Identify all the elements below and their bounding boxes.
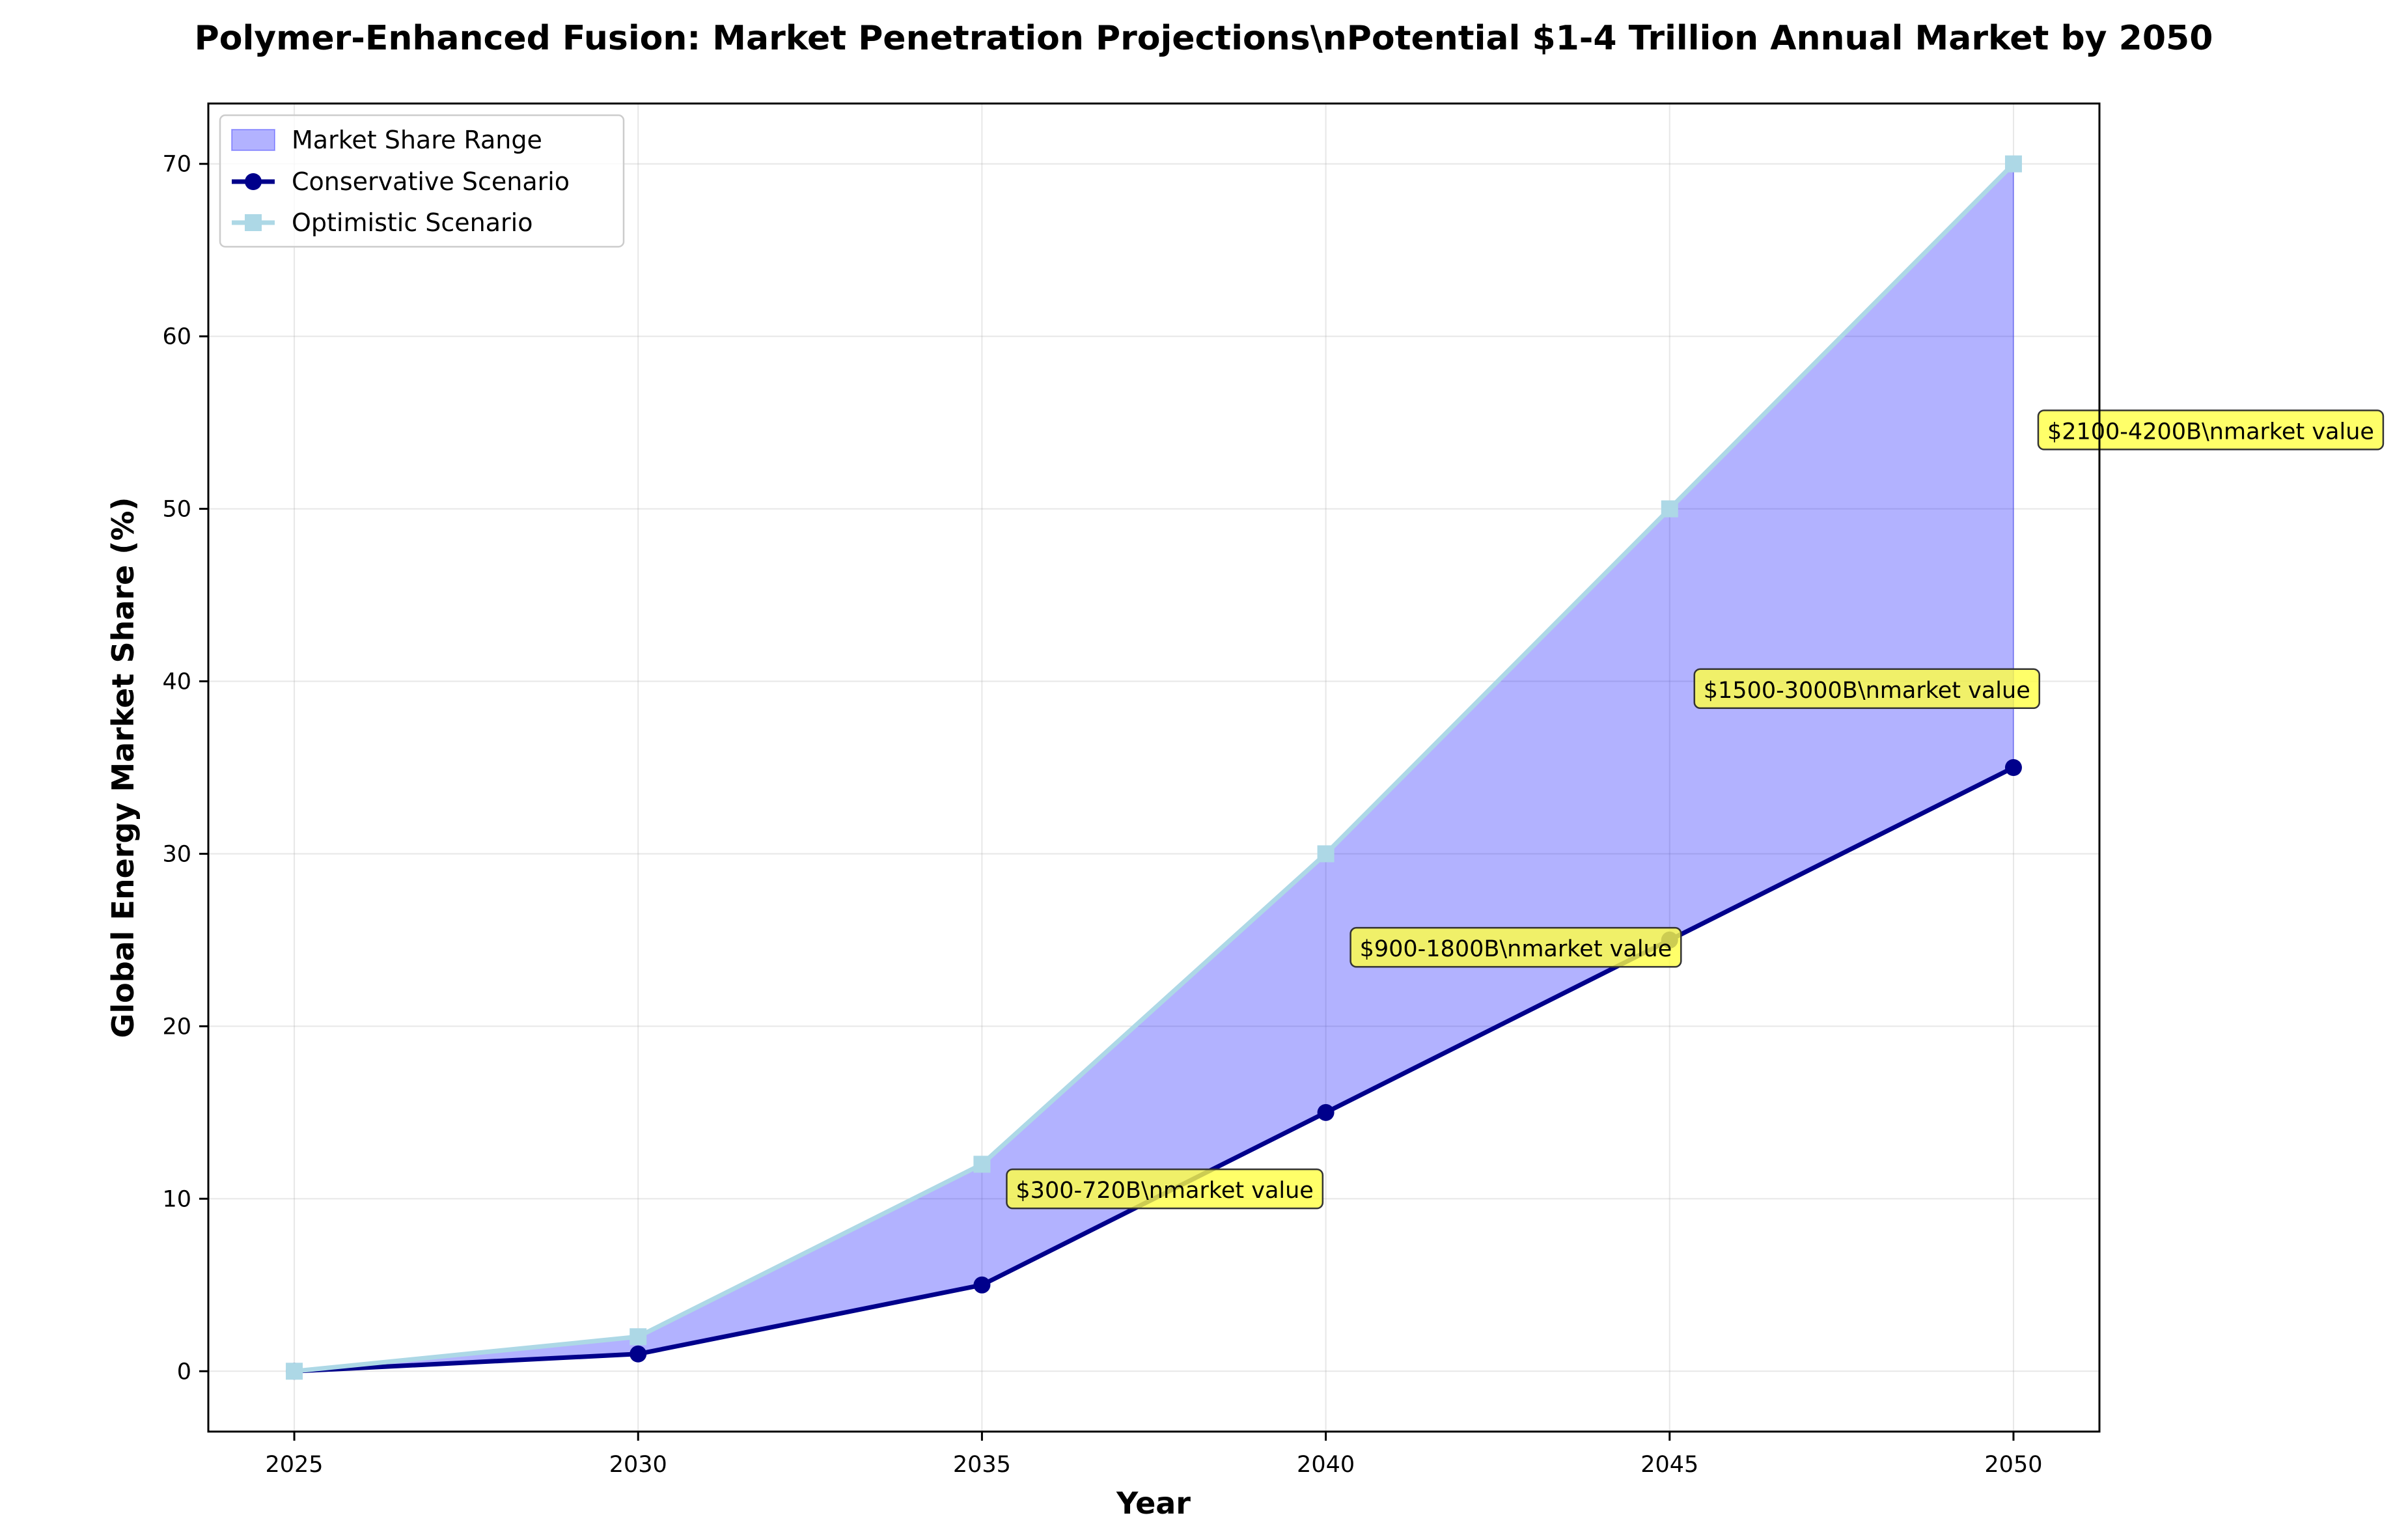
- legend-label: Conservative Scenario: [292, 167, 570, 196]
- optimistic-scenario-line: [294, 162, 2015, 1374]
- y-ticks: 0 10 20 30 40 50 60 70: [162, 152, 208, 1385]
- y-tick-label: 70: [162, 152, 191, 178]
- conservative-scenario-point: [2004, 759, 2022, 776]
- optimistic-scenario-point: [973, 1156, 991, 1173]
- legend: Market Share Range Conservative Scenario O…: [219, 114, 625, 248]
- legend-swatch-marker: [245, 173, 262, 190]
- annotation-box: $1500-3000B\nmarket value: [1693, 668, 2040, 710]
- annotation-box: $2100-4200B\nmarket value: [2037, 409, 2385, 451]
- legend-label: Optimistic Scenario: [292, 208, 533, 237]
- x-tick-label: 2040: [1297, 1452, 1355, 1478]
- conservative-scenario-point: [630, 1345, 647, 1363]
- y-tick-label: 30: [162, 841, 191, 867]
- annotation-label: $2100-4200B\nmarket value: [2047, 419, 2374, 445]
- legend-swatch-market-share-range: [231, 129, 275, 151]
- y-tick-label: 50: [162, 497, 191, 523]
- y-tick-label: 10: [162, 1186, 191, 1212]
- chart-title: Polymer-Enhanced Fusion: Market Penetrat…: [195, 19, 2213, 58]
- legend-label: Market Share Range: [292, 126, 542, 154]
- y-tick-label: 0: [177, 1359, 191, 1385]
- annotation-background: [1349, 926, 1682, 968]
- x-tick-label: 2045: [1640, 1452, 1698, 1478]
- legend-box: [219, 114, 625, 248]
- x-tick-label: 2025: [266, 1452, 324, 1478]
- x-ticks: 2025 2030 2035 2040 2045 2050: [266, 1432, 2042, 1478]
- x-tick-label: 2035: [953, 1452, 1011, 1478]
- x-tick-label: 2030: [609, 1452, 667, 1478]
- annotation-label: $900-1800B\nmarket value: [1360, 936, 1672, 962]
- optimistic-scenario-point: [1661, 500, 1678, 518]
- annotation-label: $1500-3000B\nmarket value: [1704, 678, 2030, 704]
- x-tick-label: 2050: [1984, 1452, 2042, 1478]
- y-tick-label: 60: [162, 324, 191, 350]
- annotation-background: [2037, 409, 2385, 451]
- legend-swatch-marker: [245, 214, 262, 231]
- conservative-scenario-point: [973, 1276, 991, 1294]
- annotation-box: $300-720B\nmarket value: [1006, 1168, 1324, 1210]
- optimistic-scenario-point: [2004, 155, 2022, 173]
- x-axis-label: Year: [1116, 1486, 1191, 1521]
- y-tick-label: 40: [162, 669, 191, 695]
- annotation-background: [1693, 668, 2040, 710]
- y-axis-label: Global Energy Market Share (%): [105, 497, 141, 1038]
- optimistic-scenario-point: [286, 1363, 303, 1380]
- annotation-label: $300-720B\nmarket value: [1016, 1178, 1313, 1204]
- optimistic-scenario-point: [1317, 845, 1335, 863]
- annotation-background: [1006, 1168, 1324, 1210]
- plot-area: [207, 102, 2101, 1433]
- conservative-scenario-point: [1317, 1103, 1335, 1121]
- optimistic-scenario-point: [630, 1328, 647, 1346]
- annotations: $300-720B\nmarket value $900-1800B\nmarke…: [1006, 409, 2385, 1210]
- annotation-box: $900-1800B\nmarket value: [1349, 926, 1682, 968]
- y-tick-label: 20: [162, 1014, 191, 1040]
